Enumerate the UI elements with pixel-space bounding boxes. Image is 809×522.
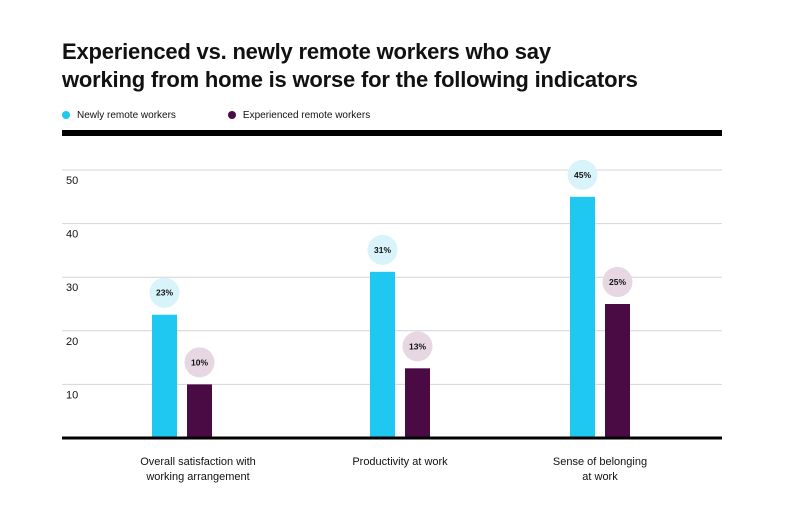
chart-legend: Newly remote workers Experienced remote … xyxy=(62,107,422,123)
x-category-label-0-line-0: Overall satisfaction with xyxy=(140,456,256,468)
chart-title-line-2: working from home is worse for the follo… xyxy=(62,67,638,92)
y-tick-label-40: 40 xyxy=(66,229,78,241)
bar-series0-cat1 xyxy=(370,271,395,438)
x-category-label-2-line-1: at work xyxy=(582,471,618,483)
bar-series1-cat2 xyxy=(605,304,630,438)
data-label-series0-cat1: 31% xyxy=(374,245,391,255)
x-category-label-2-line-0: Sense of belonging xyxy=(552,456,648,468)
legend-item-experienced-remote: Experienced remote workers xyxy=(227,109,371,121)
x-category-label-0: Overall satisfaction with working arrange… xyxy=(118,455,278,485)
data-label-bg-series0-cat1 xyxy=(367,234,398,265)
data-label-series1-cat2: 25% xyxy=(609,277,626,287)
legend-label-experienced-remote: Experienced remote workers xyxy=(242,109,371,121)
y-tick-label-10: 10 xyxy=(66,389,78,401)
data-label-bg-series1-cat0 xyxy=(184,347,215,378)
x-category-label-1: Productivity at work xyxy=(320,455,480,470)
bar-series0-cat2 xyxy=(570,196,595,438)
data-label-bg-series1-cat2 xyxy=(602,267,633,297)
y-tick-label-50: 50 xyxy=(66,175,78,187)
data-label-series0-cat2: 45% xyxy=(574,170,591,180)
legend-label-newly-remote: Newly remote workers xyxy=(77,109,176,121)
bar-series1-cat0 xyxy=(187,384,212,438)
data-label-bg-series0-cat0 xyxy=(149,277,180,308)
data-label-series1-cat0: 10% xyxy=(191,357,208,367)
data-label-bg-series1-cat1 xyxy=(402,331,433,362)
data-label-series0-cat0: 23% xyxy=(156,288,173,298)
x-category-label-2: Sense of belonging at work xyxy=(520,455,680,485)
chart-title: Experienced vs. newly remote workers who… xyxy=(62,38,742,94)
chart-top-rule xyxy=(62,130,722,136)
chart-title-line-1: Experienced vs. newly remote workers who… xyxy=(62,39,551,64)
y-tick-label-30: 30 xyxy=(66,282,78,294)
bar-series0-cat0 xyxy=(152,314,177,438)
bar-series1-cat1 xyxy=(405,368,430,438)
data-label-series1-cat1: 13% xyxy=(409,341,426,351)
legend-swatch-experienced-remote xyxy=(227,111,236,119)
data-label-bg-series0-cat2 xyxy=(567,159,598,190)
legend-swatch-newly-remote xyxy=(62,111,70,119)
chart-baseline xyxy=(62,436,722,440)
legend-item-newly-remote: Newly remote workers xyxy=(62,110,176,121)
y-tick-label-20: 20 xyxy=(66,336,78,348)
x-category-label-1-line-0: Productivity at work xyxy=(352,456,448,468)
x-category-label-0-line-1: working arrangement xyxy=(146,471,250,483)
